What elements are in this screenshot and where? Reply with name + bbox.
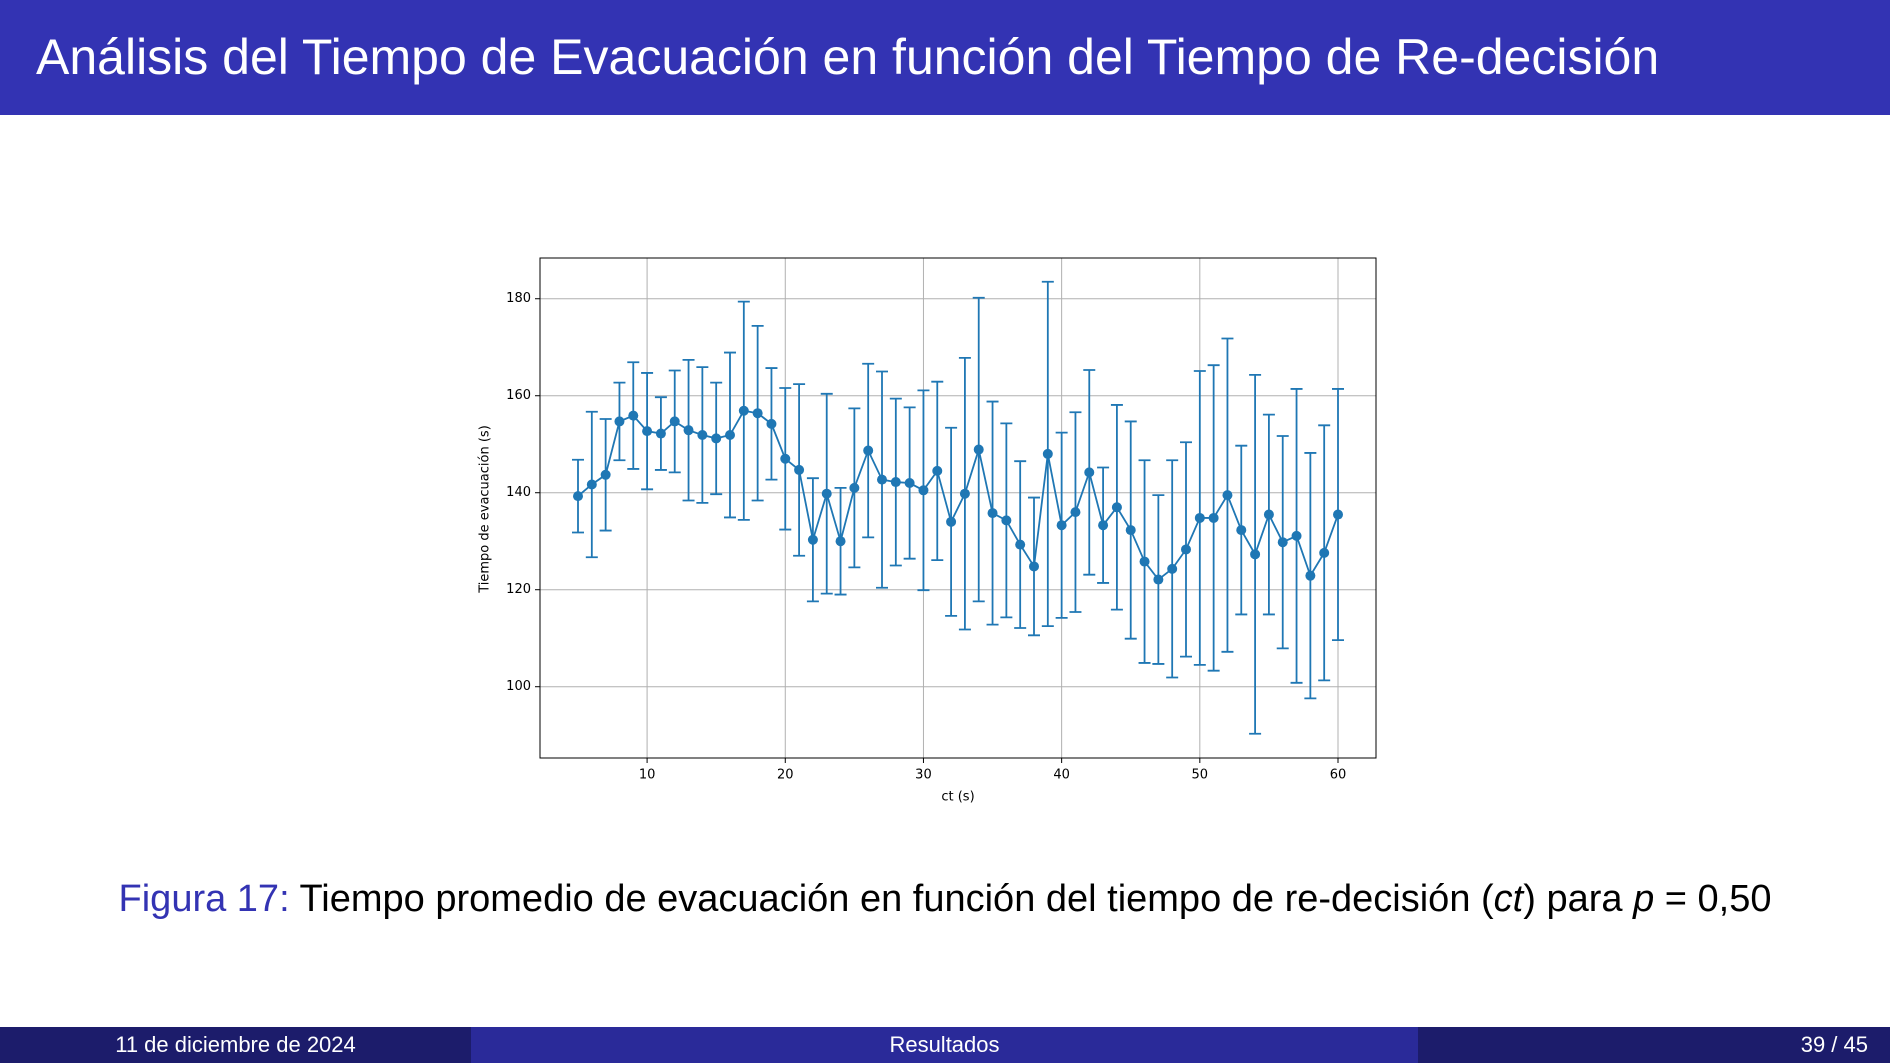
data-point xyxy=(1333,509,1343,520)
data-point xyxy=(1194,512,1205,523)
footer-date: 11 de diciembre de 2024 xyxy=(0,1027,471,1063)
data-point xyxy=(725,430,735,441)
x-tick-label: 60 xyxy=(1330,768,1347,783)
y-axis-label: Tiempo de evacuación (s) xyxy=(478,425,493,594)
data-point xyxy=(1125,525,1136,536)
data-point xyxy=(794,464,805,475)
x-axis-label: ct (s) xyxy=(941,790,974,805)
data-point xyxy=(946,516,957,527)
data-point xyxy=(1319,547,1330,558)
data-point xyxy=(655,428,666,439)
caption-text: ) para xyxy=(1523,878,1634,920)
x-tick-label: 20 xyxy=(777,768,794,783)
data-point xyxy=(1167,563,1178,574)
y-tick-label: 160 xyxy=(506,388,531,403)
data-point xyxy=(766,418,777,429)
data-point xyxy=(1056,520,1067,531)
data-point xyxy=(1305,570,1316,581)
data-point xyxy=(807,534,818,545)
data-point xyxy=(821,488,832,499)
data-point xyxy=(1153,574,1164,585)
data-point xyxy=(614,416,625,427)
x-tick-label: 40 xyxy=(1053,768,1070,783)
data-point xyxy=(1263,509,1274,520)
data-point xyxy=(573,491,583,502)
caption-text: = 0,50 xyxy=(1654,878,1772,920)
data-point xyxy=(586,479,597,490)
data-point xyxy=(697,430,708,441)
data-point xyxy=(849,482,860,493)
data-point xyxy=(835,536,846,547)
data-point xyxy=(973,444,984,455)
data-point xyxy=(932,465,943,476)
data-point xyxy=(1042,448,1053,459)
slide-title: Análisis del Tiempo de Evacuación en fun… xyxy=(36,29,1660,85)
data-point xyxy=(669,416,680,427)
data-point xyxy=(1001,515,1012,526)
caption-math: p xyxy=(1633,878,1655,920)
data-point xyxy=(1098,520,1109,531)
data-point xyxy=(1015,539,1026,550)
data-point xyxy=(1111,502,1122,513)
data-point xyxy=(1291,530,1302,541)
data-point xyxy=(711,433,722,444)
y-tick-label: 180 xyxy=(506,291,531,306)
caption-label: Figura 17: xyxy=(118,878,290,920)
data-point xyxy=(877,474,887,485)
data-point xyxy=(904,478,915,489)
data-point xyxy=(600,469,611,480)
figure-caption: Figura 17: Tiempo promedio de evacuación… xyxy=(0,878,1890,921)
header-bar: Análisis del Tiempo de Evacuación en fun… xyxy=(0,0,1890,115)
x-tick-label: 10 xyxy=(639,768,656,783)
page-number: 39 / 45 xyxy=(1800,1032,1868,1057)
data-point xyxy=(959,488,970,499)
data-point xyxy=(1222,490,1233,501)
y-tick-label: 140 xyxy=(506,485,531,500)
data-point xyxy=(1029,561,1039,572)
x-tick-label: 30 xyxy=(915,768,932,783)
data-point xyxy=(683,425,694,436)
data-point xyxy=(642,426,653,437)
data-point xyxy=(1236,525,1247,536)
data-point xyxy=(1139,556,1150,567)
caption-math: ct xyxy=(1493,878,1524,920)
data-point xyxy=(752,408,763,419)
y-tick-label: 100 xyxy=(506,679,531,694)
footer-page: 39 / 45 xyxy=(1418,1027,1890,1063)
data-point xyxy=(1277,537,1288,548)
data-point xyxy=(628,410,639,421)
footer: 11 de diciembre de 2024 Resultados 39 / … xyxy=(0,1027,1890,1063)
data-point xyxy=(1250,549,1261,560)
data-point xyxy=(1181,544,1191,555)
data-point xyxy=(890,477,901,488)
data-point xyxy=(1070,507,1081,518)
plot-frame xyxy=(539,257,1377,759)
data-point xyxy=(738,405,749,416)
caption-text: Tiempo promedio de evacuación en función… xyxy=(299,878,1494,920)
y-tick-label: 120 xyxy=(506,582,531,597)
data-point xyxy=(1084,467,1095,478)
data-point xyxy=(987,508,998,519)
data-point xyxy=(918,485,929,496)
data-point xyxy=(780,453,791,464)
data-point xyxy=(1208,512,1219,523)
x-tick-label: 50 xyxy=(1192,768,1209,783)
footer-section: Resultados xyxy=(471,1027,1418,1063)
data-point xyxy=(863,445,874,456)
